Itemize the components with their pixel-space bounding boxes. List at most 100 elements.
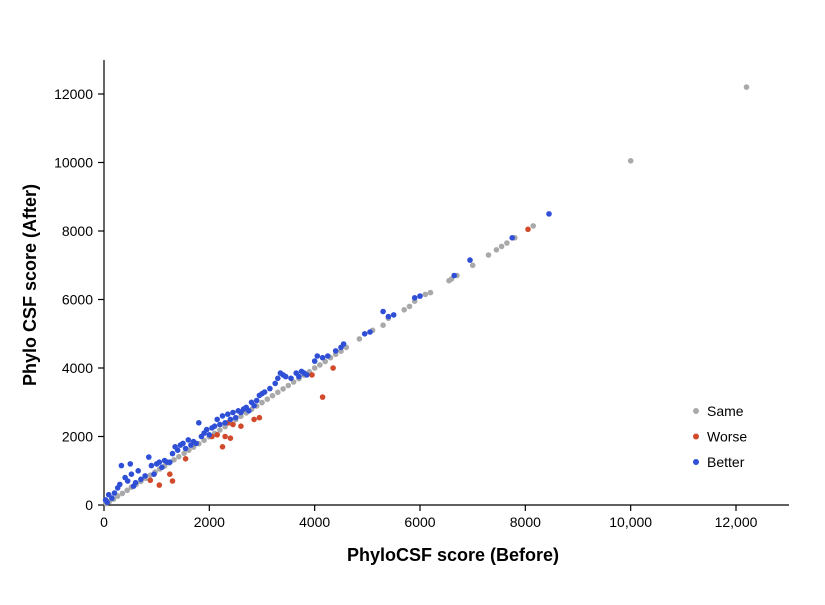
y-tick-label: 8000	[62, 223, 93, 239]
point-same	[269, 392, 276, 399]
point-better	[128, 471, 135, 478]
point-worse	[525, 226, 531, 233]
point-better	[203, 426, 210, 433]
point-same	[259, 399, 265, 406]
x-tick-label: 12,000	[715, 514, 758, 530]
point-better	[296, 373, 302, 380]
point-better	[217, 421, 223, 428]
point-better	[180, 440, 186, 447]
point-better	[261, 389, 268, 395]
point-same	[406, 303, 413, 310]
point-worse	[167, 471, 173, 478]
y-tick-label: 12000	[54, 86, 93, 102]
x-axis-ticks: 0 2000 4000 6000 8000 10,000 12,000	[100, 505, 758, 530]
point-worse	[330, 365, 336, 371]
point-better	[411, 295, 418, 301]
point-better	[185, 437, 192, 443]
point-same	[264, 396, 271, 403]
point-same	[498, 243, 505, 250]
point-better	[230, 409, 236, 416]
point-worse	[214, 432, 220, 438]
point-better	[182, 445, 189, 452]
point-better	[417, 293, 423, 299]
point-better	[275, 375, 281, 382]
point-better	[142, 473, 148, 479]
point-better	[148, 462, 155, 469]
point-better	[272, 380, 279, 387]
point-better	[304, 372, 310, 378]
data-points	[102, 84, 750, 507]
point-same	[743, 84, 750, 90]
point-same	[401, 307, 408, 313]
point-same	[285, 382, 292, 389]
point-same	[469, 262, 476, 269]
point-same	[530, 223, 536, 229]
point-better	[288, 375, 294, 382]
point-better	[267, 385, 273, 392]
point-better	[251, 402, 257, 409]
point-better	[111, 490, 118, 496]
point-same	[119, 490, 126, 497]
x-axis-title: PhyloCSF score (Before)	[347, 545, 559, 565]
point-better	[451, 272, 458, 279]
point-same	[485, 252, 492, 258]
point-better	[546, 211, 552, 217]
legend-marker-better	[693, 459, 699, 465]
point-better	[225, 411, 231, 418]
point-better	[361, 331, 368, 337]
point-better	[196, 420, 202, 426]
legend-label-same: Same	[707, 403, 744, 419]
point-better	[156, 459, 163, 466]
point-worse	[222, 433, 228, 440]
point-better	[151, 471, 157, 478]
legend: Same Worse Better	[693, 403, 747, 470]
point-better	[509, 235, 515, 241]
y-axis-title: Phylo CSF score (After)	[20, 184, 40, 386]
point-better	[214, 416, 220, 423]
point-better	[132, 479, 139, 486]
point-same	[311, 365, 318, 371]
point-same	[217, 427, 223, 433]
x-tick-label: 0	[100, 514, 108, 530]
point-worse	[182, 456, 189, 462]
point-better	[124, 478, 131, 484]
point-worse	[147, 477, 154, 484]
point-same	[275, 389, 281, 396]
point-better	[219, 413, 226, 419]
point-better	[246, 408, 252, 414]
x-tick-label: 10,000	[609, 514, 652, 530]
point-same	[181, 450, 187, 457]
point-better	[232, 414, 239, 421]
point-better	[314, 353, 321, 359]
y-axis-ticks: 0 2000 4000 6000 8000 10000 12000	[54, 86, 104, 513]
point-worse	[227, 435, 234, 442]
x-tick-label: 2000	[194, 514, 225, 530]
point-better	[206, 432, 213, 438]
point-better	[211, 423, 218, 430]
point-better	[169, 450, 176, 457]
point-worse	[309, 372, 315, 378]
point-better	[174, 447, 181, 454]
point-better	[367, 329, 373, 335]
point-better	[340, 341, 347, 347]
point-same	[380, 322, 386, 329]
point-worse	[169, 478, 176, 484]
point-same	[504, 240, 510, 246]
point-better	[325, 353, 331, 359]
y-tick-label: 2000	[62, 429, 93, 445]
point-better	[385, 313, 392, 320]
point-worse	[230, 421, 236, 428]
point-better	[253, 397, 260, 404]
legend-label-worse: Worse	[707, 429, 747, 445]
y-tick-label: 0	[85, 497, 93, 513]
x-tick-label: 8000	[510, 514, 541, 530]
point-better	[227, 416, 234, 423]
point-better	[117, 481, 123, 488]
point-worse	[238, 423, 244, 430]
point-better	[193, 440, 199, 447]
point-better	[167, 459, 173, 466]
point-better	[138, 476, 144, 483]
legend-marker-worse	[693, 433, 699, 440]
y-tick-label: 6000	[62, 292, 93, 308]
